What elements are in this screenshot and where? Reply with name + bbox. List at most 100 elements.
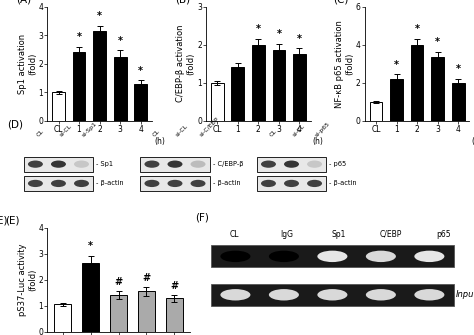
Y-axis label: Sp1 activation
(fold): Sp1 activation (fold)	[18, 34, 37, 94]
Text: (h): (h)	[154, 137, 165, 145]
Bar	[140, 176, 210, 191]
Y-axis label: C/EBP-β activation
(fold): C/EBP-β activation (fold)	[176, 25, 196, 103]
Bar	[293, 54, 306, 121]
Text: *: *	[97, 11, 102, 21]
Ellipse shape	[414, 251, 445, 262]
Text: *: *	[88, 242, 93, 252]
Text: (E): (E)	[0, 216, 8, 226]
Y-axis label: pS37-Luc activity
(fold): pS37-Luc activity (fold)	[18, 244, 37, 316]
Text: - C/EBP-β: - C/EBP-β	[212, 161, 243, 167]
Text: *: *	[394, 60, 399, 70]
Text: C/EBP: C/EBP	[380, 230, 402, 239]
Text: si-CL: si-CL	[175, 123, 189, 138]
Bar	[24, 176, 93, 191]
Text: *: *	[297, 34, 302, 44]
Bar	[140, 156, 210, 172]
Bar	[257, 156, 326, 172]
Bar	[390, 79, 403, 121]
Bar	[134, 83, 147, 121]
Text: (B): (B)	[175, 0, 190, 4]
Text: IgG: IgG	[280, 230, 293, 239]
Bar	[410, 45, 423, 121]
Text: *: *	[415, 24, 419, 35]
Text: (h): (h)	[472, 137, 474, 145]
Text: (C): (C)	[334, 0, 349, 4]
Bar	[24, 156, 93, 172]
Ellipse shape	[51, 180, 66, 187]
Bar	[166, 298, 183, 332]
Text: CL: CL	[152, 128, 161, 138]
Text: #: #	[114, 277, 123, 287]
Ellipse shape	[318, 289, 347, 300]
Ellipse shape	[220, 251, 250, 262]
Text: (E): (E)	[5, 216, 19, 226]
Ellipse shape	[366, 251, 396, 262]
Ellipse shape	[74, 160, 89, 168]
Text: *: *	[456, 64, 461, 74]
Bar	[211, 83, 224, 121]
Bar	[138, 291, 155, 332]
Bar	[82, 263, 99, 332]
Bar	[110, 295, 127, 332]
Ellipse shape	[145, 180, 159, 187]
Bar	[93, 31, 106, 121]
Bar	[211, 246, 454, 267]
Ellipse shape	[191, 160, 206, 168]
Text: (A): (A)	[16, 0, 31, 4]
Text: *: *	[435, 37, 440, 47]
Ellipse shape	[74, 180, 89, 187]
Text: - β-actin: - β-actin	[329, 181, 356, 187]
Ellipse shape	[28, 180, 43, 187]
Text: CL: CL	[230, 230, 239, 239]
Ellipse shape	[307, 160, 322, 168]
Text: - β-actin: - β-actin	[96, 181, 124, 187]
Ellipse shape	[51, 160, 66, 168]
Bar	[431, 57, 444, 121]
Bar	[73, 52, 85, 121]
Ellipse shape	[284, 160, 299, 168]
Bar	[252, 45, 264, 121]
Text: si-Sp1: si-Sp1	[82, 121, 99, 138]
Text: #: #	[170, 281, 179, 291]
Text: *: *	[256, 24, 261, 35]
Bar	[52, 92, 65, 121]
Text: *: *	[276, 29, 282, 39]
Bar	[231, 67, 244, 121]
Ellipse shape	[414, 289, 445, 300]
Ellipse shape	[28, 160, 43, 168]
Ellipse shape	[145, 160, 159, 168]
Bar	[273, 50, 285, 121]
Text: si-CL: si-CL	[292, 123, 306, 138]
Ellipse shape	[220, 289, 250, 300]
Text: si-C/EBP: si-C/EBP	[198, 116, 219, 138]
Bar	[114, 57, 127, 121]
Y-axis label: NF-κB p65 activation
(fold): NF-κB p65 activation (fold)	[335, 20, 355, 108]
Text: (h): (h)	[313, 137, 324, 145]
Ellipse shape	[261, 160, 276, 168]
Ellipse shape	[167, 180, 182, 187]
Text: CL: CL	[36, 128, 45, 138]
Text: - p65: - p65	[329, 161, 346, 167]
Ellipse shape	[191, 180, 206, 187]
Ellipse shape	[318, 251, 347, 262]
Ellipse shape	[269, 289, 299, 300]
Ellipse shape	[366, 289, 396, 300]
Text: p65: p65	[436, 230, 450, 239]
Bar	[211, 284, 454, 306]
Text: - Sp1: - Sp1	[96, 161, 113, 167]
Bar	[452, 83, 465, 121]
Text: Input: Input	[456, 290, 474, 299]
Ellipse shape	[269, 251, 299, 262]
Text: si-CL: si-CL	[58, 123, 73, 138]
Text: (F): (F)	[195, 213, 210, 222]
Text: (D): (D)	[7, 120, 23, 130]
Text: *: *	[77, 32, 82, 42]
Ellipse shape	[261, 180, 276, 187]
Ellipse shape	[284, 180, 299, 187]
Bar	[370, 102, 383, 121]
Text: *: *	[138, 66, 143, 76]
Text: Sp1: Sp1	[332, 230, 346, 239]
Bar	[257, 176, 326, 191]
Text: - β-actin: - β-actin	[212, 181, 240, 187]
Ellipse shape	[167, 160, 182, 168]
